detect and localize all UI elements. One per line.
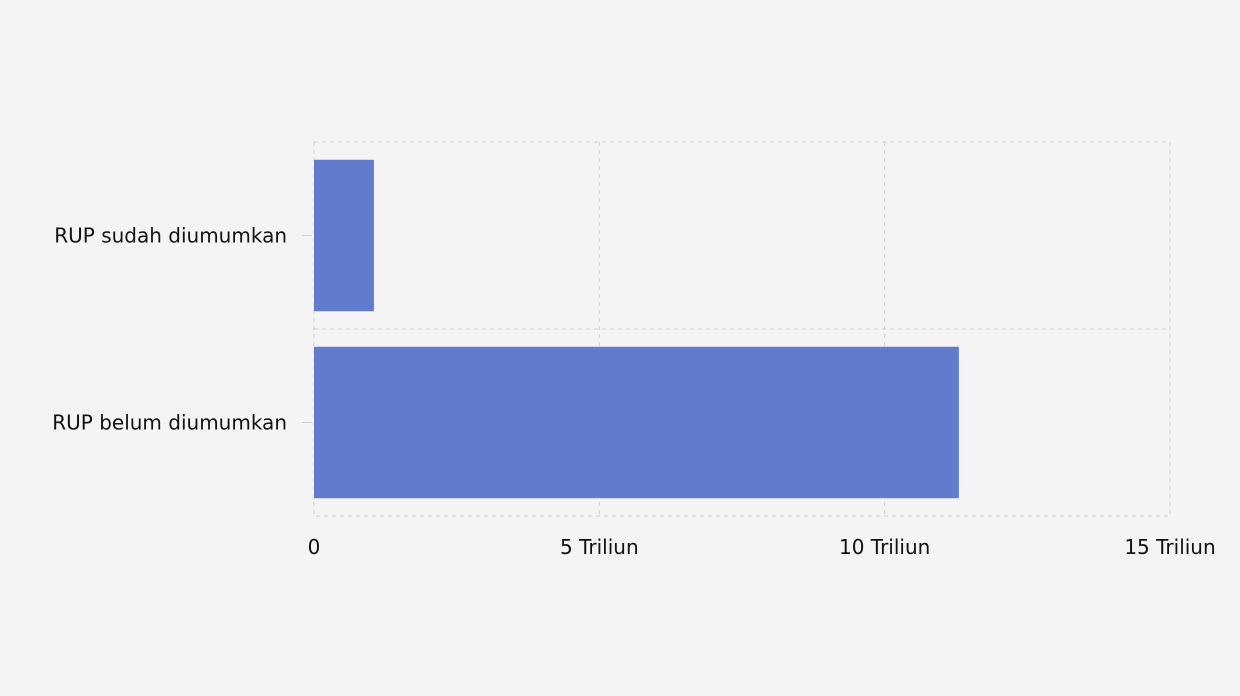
x-tick-label: 0	[308, 535, 321, 559]
y-tick-label: RUP sudah diumumkan	[54, 224, 287, 248]
x-axis: 0 5 Triliun 10 Triliun 15 Triliun	[308, 535, 1216, 559]
y-tick-label: RUP belum diumumkan	[52, 411, 287, 435]
bar	[314, 346, 959, 499]
x-tick-label: 10 Triliun	[839, 535, 930, 559]
x-tick-label: 5 Triliun	[560, 535, 639, 559]
x-tick-label: 15 Triliun	[1124, 535, 1215, 559]
grid-lines	[313, 141, 1171, 517]
y-axis: RUP sudah diumumkan RUP belum diumumkan	[52, 224, 312, 435]
bar	[314, 159, 374, 312]
bars	[314, 159, 959, 499]
